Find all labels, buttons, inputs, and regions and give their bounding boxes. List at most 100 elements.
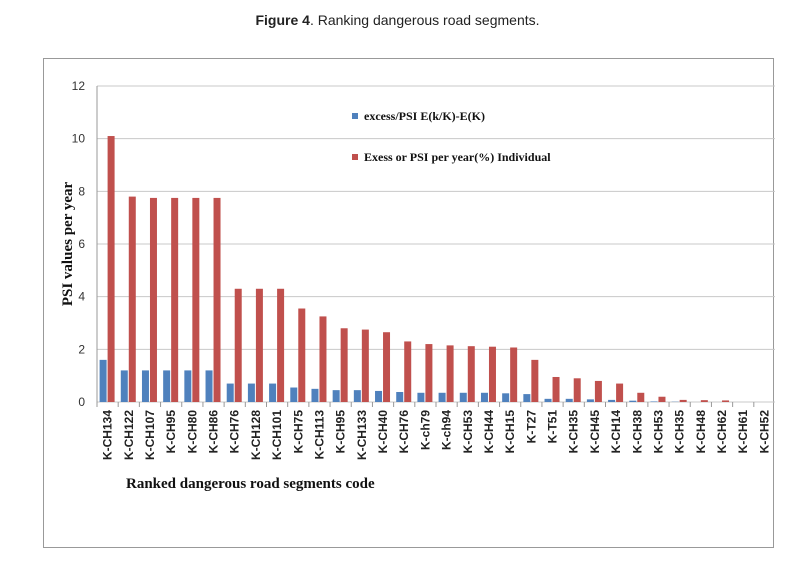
x-tick-label: K-CH35 <box>673 410 687 454</box>
bar-individual <box>573 378 581 402</box>
x-tick-label: K-CH75 <box>291 410 305 454</box>
bar-excess <box>459 392 467 402</box>
bar-individual <box>552 376 560 402</box>
bar-excess <box>417 392 425 402</box>
x-tick-label: K-CH95 <box>164 410 178 454</box>
bar-excess <box>650 401 658 402</box>
bar-excess <box>438 392 446 402</box>
bar-excess <box>163 370 171 402</box>
bar-individual <box>149 197 157 402</box>
bar-excess <box>608 399 616 402</box>
bar-excess <box>290 387 298 402</box>
bar-individual <box>319 316 327 402</box>
bar-excess <box>184 370 192 402</box>
x-tick-label: K-CH113 <box>312 410 326 460</box>
y-tick-label: 0 <box>78 395 85 409</box>
bar-excess <box>375 390 383 402</box>
bar-excess <box>269 383 277 402</box>
x-tick-label: K-CH80 <box>185 410 199 454</box>
x-tick-label: K-CH48 <box>694 410 708 454</box>
y-tick-label: 10 <box>72 132 86 146</box>
bar-individual <box>128 196 136 402</box>
x-tick-label: K-CH53 <box>651 410 665 454</box>
x-axis-label: Ranked dangerous road segments code <box>126 476 375 492</box>
y-tick-label: 8 <box>78 184 85 198</box>
bar-individual <box>637 392 645 402</box>
x-tick-label: K-CH61 <box>736 410 750 454</box>
x-tick-label: K-T27 <box>524 410 538 444</box>
bar-excess <box>247 383 255 402</box>
chart-frame <box>43 58 774 548</box>
bar-individual <box>616 383 624 402</box>
x-tick-label: K-CH44 <box>482 410 496 454</box>
bar-excess <box>332 390 340 402</box>
bar-individual <box>425 344 433 402</box>
y-tick-label: 12 <box>72 79 86 93</box>
bar-excess <box>396 391 404 402</box>
bar-excess <box>523 394 531 402</box>
bar-excess <box>502 393 510 402</box>
bar-individual <box>171 197 179 402</box>
bar-individual <box>255 288 263 402</box>
legend-label: excess/PSI E(k/K)-E(K) <box>364 109 485 123</box>
x-tick-label: K-CH76 <box>397 410 411 454</box>
bar-excess <box>311 388 319 402</box>
y-tick-label: 4 <box>78 290 85 304</box>
bar-excess <box>205 370 213 402</box>
bar-excess <box>544 398 552 402</box>
bar-individual <box>594 380 602 402</box>
legend-swatch <box>352 113 358 119</box>
x-tick-label: K-CH15 <box>503 410 517 454</box>
bar-individual <box>234 288 242 402</box>
bar-individual <box>531 359 539 402</box>
caption-text: . Ranking dangerous road segments. <box>309 12 540 28</box>
bar-excess <box>629 400 637 402</box>
legend-swatch <box>352 154 358 160</box>
x-tick-label: K-CH45 <box>588 410 602 454</box>
x-tick-label: K-CH53 <box>461 410 475 454</box>
bar-excess <box>226 383 234 402</box>
x-tick-label: K-CH40 <box>376 410 390 454</box>
bar-excess <box>480 392 488 402</box>
bar-individual <box>213 197 221 402</box>
y-tick-label: 2 <box>78 342 85 356</box>
bar-individual <box>658 396 666 402</box>
bar-excess <box>353 390 361 402</box>
y-axis-label: PSI values per year <box>60 182 76 307</box>
bar-individual <box>383 332 391 402</box>
x-tick-label: K-CH122 <box>122 410 136 460</box>
bar-excess <box>141 370 149 402</box>
x-tick-label: K-CH62 <box>715 410 729 454</box>
x-tick-label: K-CH107 <box>143 410 157 460</box>
bar-individual <box>700 400 708 402</box>
x-tick-label: K-CH35 <box>567 410 581 454</box>
bar-individual <box>340 328 348 402</box>
x-tick-label: K-CH133 <box>355 410 369 460</box>
x-tick-label: K-CH38 <box>630 410 644 454</box>
bar-individual <box>510 347 518 402</box>
bar-individual <box>277 288 285 402</box>
bar-individual <box>446 345 454 402</box>
x-tick-label: K-CH101 <box>270 410 284 460</box>
x-tick-label: K-ch79 <box>418 410 432 450</box>
bar-individual <box>107 136 115 403</box>
legend-label: Exess or PSI per year(%) Individual <box>364 150 551 164</box>
bar-excess <box>120 370 128 402</box>
figure-label: Figure 4 <box>255 12 310 28</box>
x-tick-label: K-CH14 <box>609 410 623 454</box>
bar-excess <box>565 398 573 402</box>
bar-excess <box>586 399 594 402</box>
x-tick-label: K-CH76 <box>228 410 242 454</box>
bar-individual <box>404 341 412 402</box>
x-tick-label: K-CH134 <box>101 410 115 460</box>
x-tick-label: K-T51 <box>546 410 560 444</box>
x-tick-label: K-CH52 <box>757 410 771 454</box>
bar-individual <box>467 346 475 402</box>
bar-individual <box>679 399 687 402</box>
bar-individual <box>298 308 306 402</box>
y-tick-label: 6 <box>78 237 85 251</box>
bar-individual <box>192 197 200 402</box>
bar-individual <box>361 329 369 402</box>
bar-excess <box>99 359 107 402</box>
